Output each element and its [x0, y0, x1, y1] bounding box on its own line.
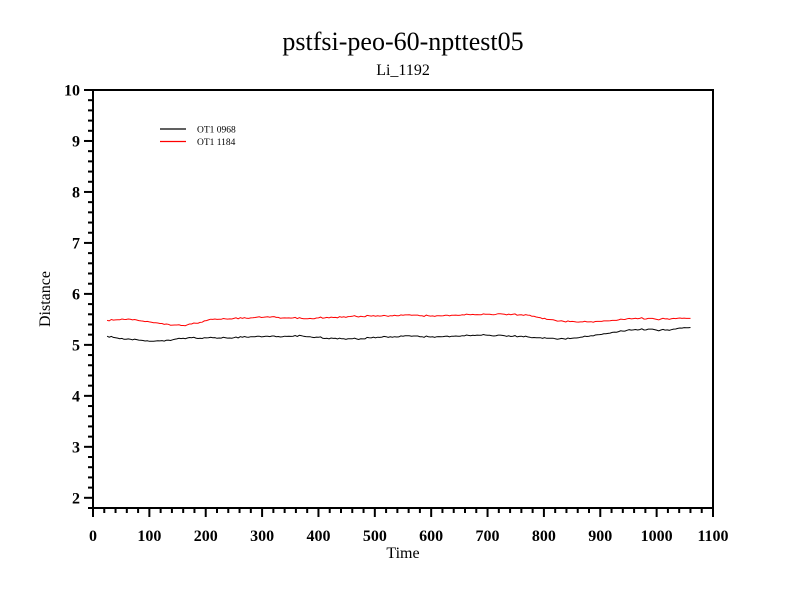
y-tick-label: 4 [72, 388, 80, 405]
x-tick-label: 1000 [641, 528, 673, 545]
legend-label-0: OT1 0968 [197, 126, 236, 136]
x-tick-label: 700 [476, 528, 500, 545]
legend-label-1: OT1 1184 [197, 138, 236, 148]
chart-title: pstfsi-peo-60-npttest05 [282, 27, 524, 56]
series-line-1 [106, 313, 691, 327]
y-tick-label: 7 [72, 235, 80, 252]
y-tick-label: 10 [64, 83, 80, 100]
plot-frame [92, 89, 714, 509]
y-tick-label: 8 [72, 184, 80, 201]
x-tick-label: 300 [250, 528, 274, 545]
y-tick-label: 6 [72, 286, 80, 303]
x-tick-label: 200 [194, 528, 218, 545]
x-tick-label: 500 [363, 528, 387, 545]
x-tick-label: 800 [532, 528, 556, 545]
x-tick-label: 100 [137, 528, 161, 545]
x-tick-label: 0 [89, 528, 97, 545]
x-tick-label: 400 [306, 528, 330, 545]
chart-subtitle: Li_1192 [376, 62, 430, 79]
x-tick-label: 1100 [697, 528, 728, 545]
x-tick-label: 600 [419, 528, 443, 545]
y-tick-label: 9 [72, 133, 80, 150]
series-line-0 [106, 327, 691, 342]
x-axis-title: Time [386, 545, 420, 562]
y-tick-label: 5 [72, 337, 80, 354]
y-tick-label: 3 [72, 439, 80, 456]
x-tick-label: 900 [588, 528, 612, 545]
y-tick-label: 2 [72, 490, 80, 507]
